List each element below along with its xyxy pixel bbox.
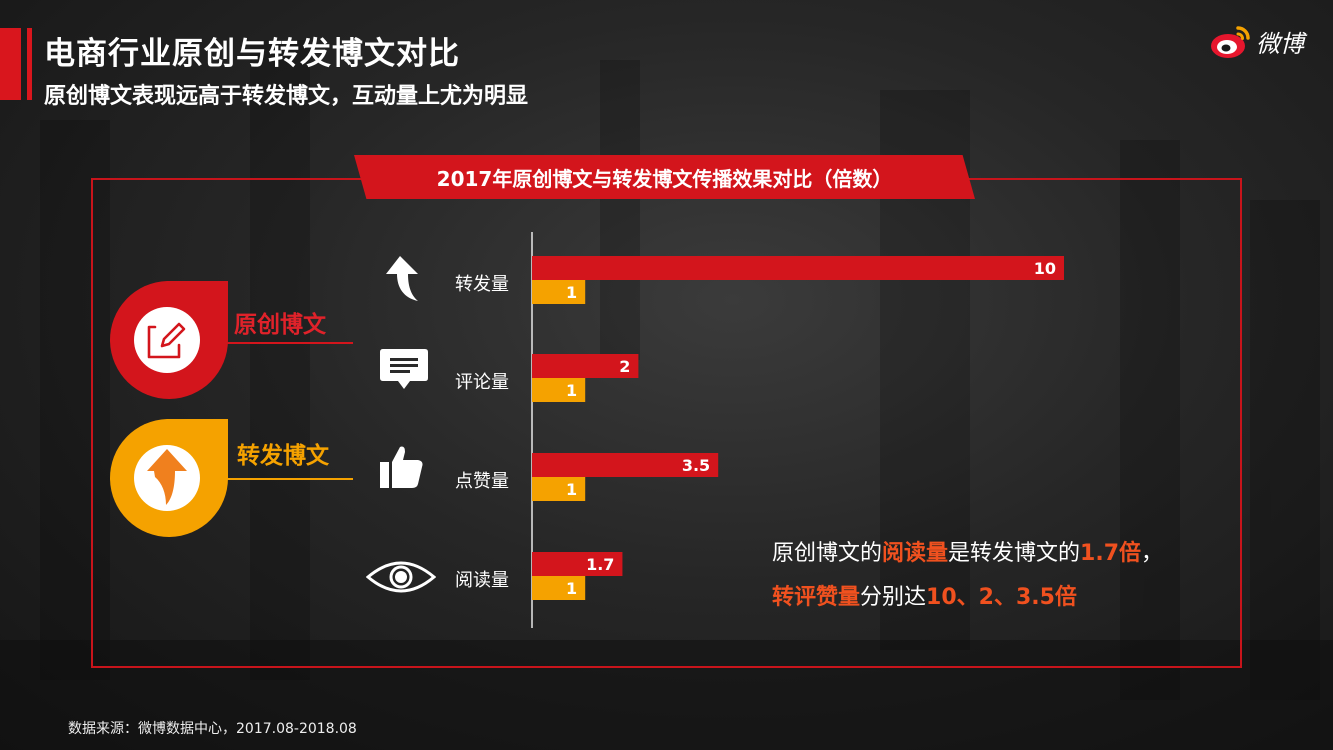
page-title: 电商行业原创与转发博文对比 [44, 36, 460, 72]
page-subtitle: 原创博文表现远高于转发博文，互动量上尤为明显 [44, 84, 529, 109]
legend-original-badge [110, 281, 353, 399]
bar-repost-1 [532, 378, 586, 402]
weibo-eye-icon [1211, 26, 1250, 58]
bar-value-label: 1 [566, 579, 577, 598]
bar-original-3 [532, 552, 623, 576]
summary-text: 是转发博文的 [948, 541, 1081, 566]
summary-line-1: 原创博文的阅读量是转发博文的1.7倍， [772, 535, 1163, 567]
bar-value-label: 1 [566, 480, 577, 499]
summary-highlight: 1.7倍 [1080, 541, 1142, 566]
weibo-logo: 微博 [1208, 22, 1304, 60]
category-label: 点赞量 [455, 471, 509, 492]
logo-text: 微博 [1256, 29, 1304, 58]
legend-repost-label: 转发博文 [237, 443, 329, 469]
bar-value-label: 3.5 [682, 456, 710, 475]
bar-repost-3 [532, 576, 586, 600]
arrow-up-icon [386, 256, 418, 301]
summary-highlight: 阅读量 [882, 541, 949, 566]
bar-value-label: 2 [619, 357, 630, 376]
bar-repost-0 [532, 280, 586, 304]
title-accent-bar [0, 28, 21, 100]
bar-repost-2 [532, 477, 586, 501]
bar-value-label: 10 [1034, 259, 1056, 278]
category-label: 评论量 [455, 372, 509, 393]
edit-icon [147, 322, 186, 359]
legend-original-label: 原创博文 [234, 312, 326, 338]
category-label: 转发量 [455, 274, 509, 295]
summary-line-2: 转评赞量分别达10、2、3.5倍 [772, 579, 1077, 611]
category-label: 阅读量 [455, 570, 509, 591]
eye-icon [366, 561, 436, 593]
bar-original-0 [532, 256, 1064, 280]
legend-repost-badge [110, 419, 353, 537]
comment-icon [380, 349, 428, 389]
summary-highlight: 转评赞量 [772, 585, 861, 610]
bar-original-1 [532, 354, 639, 378]
summary-text: ， [1141, 541, 1164, 566]
bar-value-label: 1 [566, 283, 577, 302]
bar-original-2 [532, 453, 719, 477]
repost-arrow-icon [147, 449, 187, 505]
summary-text: 原创博文的 [772, 541, 883, 566]
chart-title: 2017年原创博文与转发博文传播效果对比（倍数） [354, 155, 975, 199]
summary-highlight: 10、2、3.5倍 [926, 585, 1077, 610]
source-note: 数据来源：微博数据中心，2017.08-2018.08 [68, 721, 357, 737]
bar-value-label: 1 [566, 381, 577, 400]
title-accent-stripe [27, 28, 32, 100]
summary-text: 分别达 [860, 585, 927, 610]
thumbs-up-icon [380, 446, 423, 488]
bar-value-label: 1.7 [586, 555, 614, 574]
